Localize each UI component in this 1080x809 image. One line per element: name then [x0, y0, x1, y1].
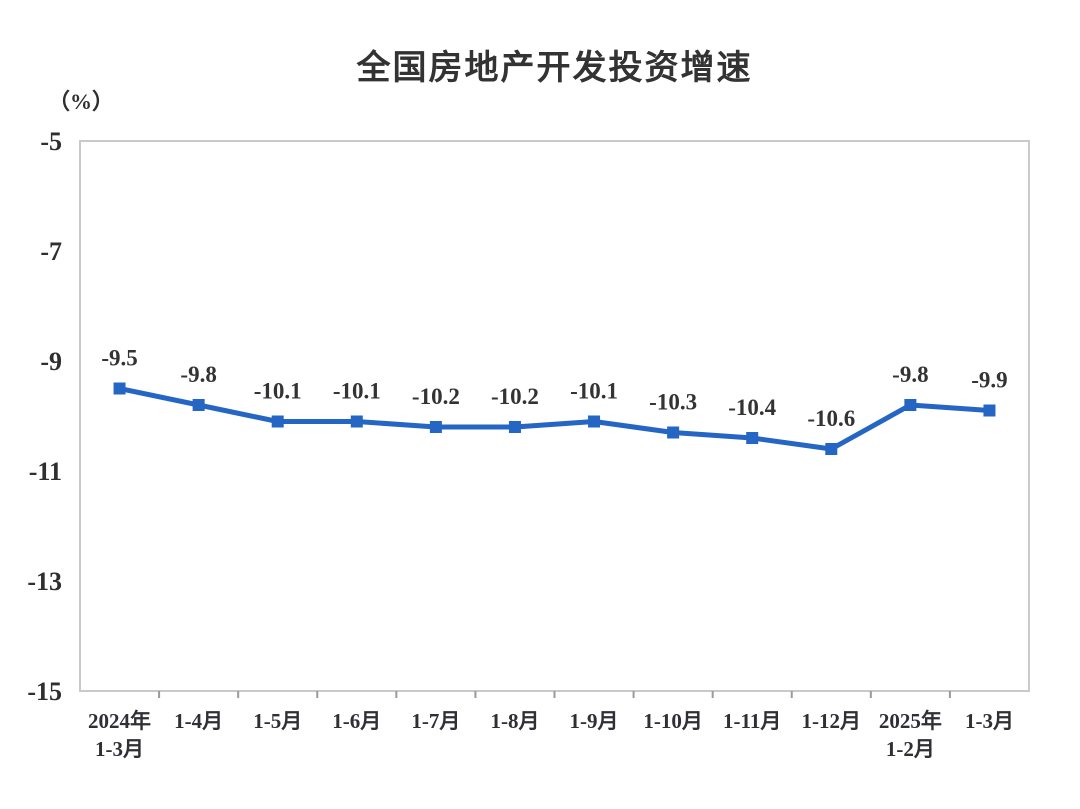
x-axis-category-label: 1-11月 [723, 709, 781, 733]
data-point-marker [667, 426, 680, 439]
x-axis-category-label: 1-7月 [411, 709, 460, 733]
data-point-label: -10.4 [728, 395, 776, 420]
data-point-label: -10.2 [491, 384, 539, 409]
data-point-label: -10.2 [412, 384, 460, 409]
y-axis-tick-label: -9 [40, 347, 62, 376]
data-point-label: -10.1 [333, 379, 381, 404]
x-axis-category-label: 1-6月 [332, 709, 381, 733]
y-axis-tick-label: -13 [27, 567, 62, 596]
y-axis-tick-label: -11 [29, 457, 62, 486]
data-point-marker [983, 404, 996, 417]
data-point-marker [588, 415, 601, 428]
data-point-label: -10.1 [570, 379, 618, 404]
data-point-marker [904, 399, 917, 411]
y-axis-tick-label: -5 [40, 127, 62, 156]
data-point-marker [271, 415, 284, 428]
x-axis-category-label: 1-4月 [174, 709, 223, 733]
data-point-marker [508, 421, 521, 433]
data-point-marker [746, 432, 759, 444]
y-axis-tick-label: -7 [40, 237, 62, 266]
y-axis-tick-label: -15 [27, 677, 62, 706]
chart-title: 全国房地产开发投资增速 [356, 49, 753, 87]
data-point-label: -10.1 [254, 379, 302, 404]
data-point-marker [350, 415, 363, 428]
series-line [117, 386, 992, 452]
x-axis-category-label: 1-3月 [965, 709, 1014, 733]
data-point-marker [429, 421, 442, 433]
data-point-label: -9.9 [971, 368, 1007, 393]
x-axis-category-label: 2025年 [879, 709, 942, 733]
data-point-label: -10.6 [807, 406, 855, 431]
data-point-label: -9.8 [180, 362, 216, 387]
x-axis-category-label: 1-5月 [253, 709, 302, 733]
x-axis-category-label: 1-2月 [886, 737, 935, 761]
x-axis-category-label: 1-10月 [643, 709, 703, 733]
x-axis-category-label: 1-9月 [570, 709, 619, 733]
data-point-marker [825, 443, 838, 455]
x-axis-category-label: 1-12月 [802, 709, 862, 733]
x-axis-category-label: 1-8月 [490, 709, 539, 733]
data-point-label: -9.8 [892, 362, 928, 387]
data-point-marker [113, 382, 126, 395]
data-point-label: -9.5 [101, 346, 137, 371]
data-point-marker [192, 399, 205, 411]
x-axis-category-label: 2024年 [88, 709, 151, 733]
y-axis-unit-label: （%） [48, 89, 115, 114]
data-point-label: -10.3 [649, 390, 697, 415]
x-axis-category-label: 1-3月 [95, 737, 144, 761]
